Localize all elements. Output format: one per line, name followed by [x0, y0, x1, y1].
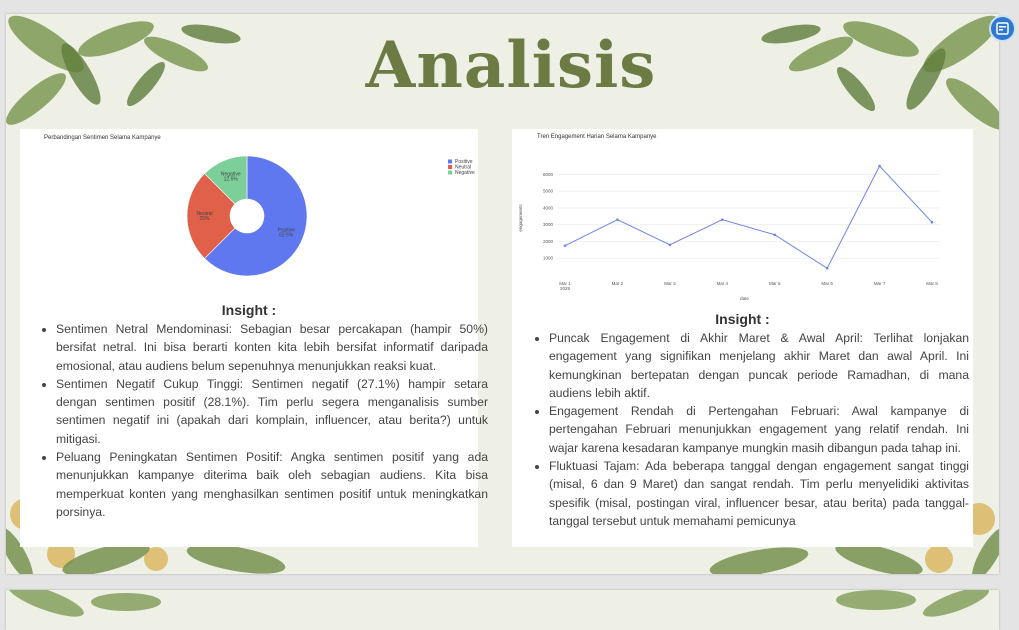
- x-tick-label: Mar 4: [717, 281, 729, 286]
- data-point: [930, 220, 934, 224]
- x-tick-label: Mar 7: [874, 281, 886, 286]
- y-tick-label: 3000: [543, 222, 554, 227]
- leaf-decoration-top-right: [761, 15, 999, 130]
- x-tick-label: Mar 3: [664, 281, 676, 286]
- data-point: [825, 266, 829, 270]
- x-tick-label: Mar 8: [926, 281, 938, 286]
- leaf-decoration-next-slide: [8, 590, 990, 617]
- pie-chart-title: Perbandingan Sentimen Selama Kampanye: [44, 135, 161, 141]
- x-tick-label: Mar 5: [769, 281, 781, 286]
- legend-swatch: [448, 159, 452, 164]
- legend-swatch: [448, 170, 452, 175]
- pie-slice-positive: [204, 155, 308, 277]
- sentiment-card: Perbandingan Sentimen Selama Kampanye Po…: [20, 129, 488, 547]
- list-item: Puncak Engagement di Akhir Maret & Awal …: [549, 329, 969, 402]
- right-insight-list: Puncak Engagement di Akhir Maret & Awal …: [533, 329, 969, 530]
- engagement-card: Tren Engagement Harian Selama Kampanye 1…: [512, 129, 973, 547]
- sentiment-donut-chart: Positive 62.5% Neutral 25% Negative 12.5% Posi…: [186, 155, 475, 277]
- leaf-decoration-top-left: [6, 15, 241, 125]
- pie-slice-label: Neutral 25%: [196, 211, 212, 222]
- pie-slice-label: Negative 12.5%: [221, 172, 241, 183]
- data-point: [773, 233, 777, 237]
- data-point: [616, 218, 619, 221]
- y-tick-label: 1000: [543, 256, 554, 261]
- pie-slice-neutral: [186, 173, 236, 259]
- data-point: [878, 164, 881, 168]
- y-tick-label: 4000: [543, 205, 554, 210]
- list-item: Peluang Peningkatan Sentimen Positif: An…: [56, 448, 488, 521]
- slide: Analisis Perbandingan Sentimen Selama Ka…: [6, 14, 999, 574]
- slide-title: Analisis: [365, 28, 657, 103]
- data-point: [720, 218, 724, 221]
- data-point: [668, 243, 672, 247]
- legend-swatch: [448, 165, 452, 169]
- legend-label: Negative: [455, 170, 475, 176]
- engagement-line-chart: 1000 2000 3000 4000 5000 6000 Mar 1 2025 Mar 2 Ma…: [518, 164, 940, 301]
- list-item: Fluktuasi Tajam: Ada beberapa tanggal de…: [549, 457, 969, 530]
- y-tick-label: 2000: [543, 239, 554, 244]
- x-axis-title: date: [740, 296, 749, 301]
- x-tick-label: Mar 1 2025: [559, 281, 571, 291]
- x-tick-label: Mar 6: [821, 281, 833, 286]
- pie-slice-label: Positive 62.5%: [278, 227, 296, 238]
- list-item: Sentimen Negatif Cukup Tinggi: Sentimen …: [56, 375, 488, 448]
- engagement-series-line: [564, 165, 933, 270]
- y-axis-title: engagements: [518, 204, 523, 232]
- right-insight-heading: Insight :: [715, 311, 770, 327]
- data-point: [563, 244, 567, 247]
- legend-label: Neutral: [455, 165, 471, 171]
- pie-slice-negative: [204, 155, 248, 205]
- list-item: Engagement Rendah di Pertengahan Februar…: [549, 402, 969, 457]
- slides-panel-button[interactable]: [989, 15, 1016, 42]
- slides-icon: [996, 22, 1009, 35]
- x-tick-label: Mar 2: [612, 281, 624, 286]
- list-item: Sentimen Netral Mendominasi: Sebagian be…: [56, 320, 488, 375]
- next-slide-thumbnail[interactable]: [6, 590, 999, 630]
- line-chart-title: Tren Engagement Harian Selama Kampanye: [537, 134, 657, 140]
- y-tick-label: 5000: [543, 189, 554, 194]
- left-insight-list: Sentimen Netral Mendominasi: Sebagian be…: [40, 320, 488, 521]
- y-tick-label: 6000: [543, 172, 554, 177]
- legend-label: Positive: [455, 159, 473, 165]
- left-insight-heading: Insight :: [221, 302, 277, 318]
